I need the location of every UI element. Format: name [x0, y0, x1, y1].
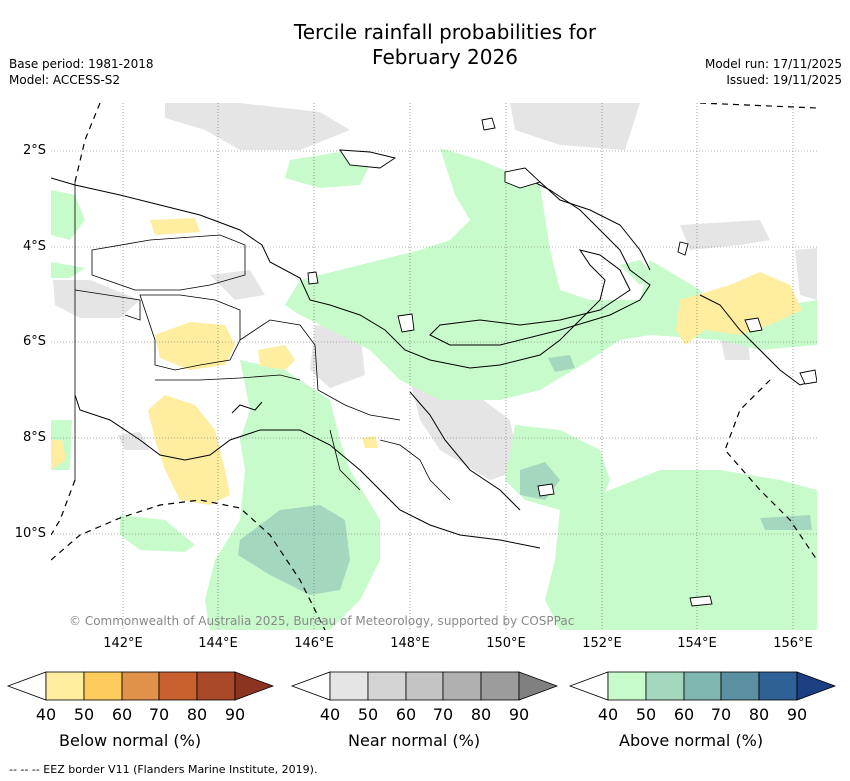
near-tick-90: 90	[508, 705, 530, 724]
lat-label-6s: 6°S	[22, 334, 46, 349]
above-tick-60: 60	[673, 705, 695, 724]
title-line-2: February 2026	[372, 45, 518, 69]
model-run: Model run: 17/11/2025	[704, 57, 842, 71]
below-tick-80: 80	[186, 705, 208, 724]
lon-label-142e: 142°E	[103, 636, 143, 651]
title-line-1: Tercile rainfall probabilities for	[293, 20, 597, 44]
near-tick-40: 40	[319, 705, 341, 724]
lon-label-152e: 152°E	[582, 636, 622, 651]
eez-border-note: -- -- -- EEZ border V11 (Flanders Marine…	[9, 763, 318, 776]
below-tick-60: 60	[111, 705, 133, 724]
above-tick-40: 40	[597, 705, 619, 724]
lon-label-146e: 146°E	[294, 636, 334, 651]
issued-date: Issued: 19/11/2025	[726, 73, 842, 87]
lat-label-4s: 4°S	[22, 239, 46, 254]
below-tick-70: 70	[148, 705, 170, 724]
lon-label-154e: 154°E	[677, 636, 717, 651]
above-tick-80: 80	[748, 705, 770, 724]
below-tick-90: 90	[224, 705, 246, 724]
copyright-notice: © Commonwealth of Australia 2025, Bureau…	[69, 614, 575, 628]
near-normal-regions	[53, 103, 817, 480]
colorbar-near	[290, 671, 559, 701]
left-meta: Base period: 1981-2018 Model: ACCESS-S2	[9, 56, 154, 88]
province-borders	[74, 182, 451, 501]
islands	[307, 117, 817, 607]
model-name: Model: ACCESS-S2	[9, 73, 121, 87]
below-tick-50: 50	[73, 705, 95, 724]
near-tick-80: 80	[470, 705, 492, 724]
base-period: Base period: 1981-2018	[9, 57, 154, 71]
map-plot-area	[51, 103, 817, 630]
lat-label-8s: 8°S	[22, 430, 46, 445]
grid-lines	[51, 103, 817, 630]
right-meta: Model run: 17/11/2025 Issued: 19/11/2025	[705, 56, 842, 88]
lon-label-150e: 150°E	[486, 636, 526, 651]
near-tick-50: 50	[357, 705, 379, 724]
lon-label-144e: 144°E	[198, 636, 238, 651]
eez-borders	[51, 103, 817, 630]
below-normal-label: Below normal (%)	[59, 731, 202, 750]
lat-label-10s: 10°S	[14, 526, 46, 541]
above-tick-90: 90	[786, 705, 808, 724]
below-normal-regions	[51, 218, 802, 505]
above-tick-50: 50	[635, 705, 657, 724]
near-normal-label: Near normal (%)	[348, 731, 481, 750]
below-tick-40: 40	[35, 705, 57, 724]
map-title: Tercile rainfall probabilities for Febru…	[225, 20, 665, 70]
lon-label-156e: 156°E	[773, 636, 813, 651]
near-tick-70: 70	[432, 705, 454, 724]
above-normal-50-regions	[238, 355, 812, 595]
lat-label-2s: 2°S	[22, 143, 46, 158]
above-tick-70: 70	[710, 705, 732, 724]
colorbar-above	[568, 671, 837, 701]
above-normal-label: Above normal (%)	[619, 731, 764, 750]
lon-label-148e: 148°E	[390, 636, 430, 651]
near-tick-60: 60	[395, 705, 417, 724]
colorbar-below	[6, 671, 275, 701]
